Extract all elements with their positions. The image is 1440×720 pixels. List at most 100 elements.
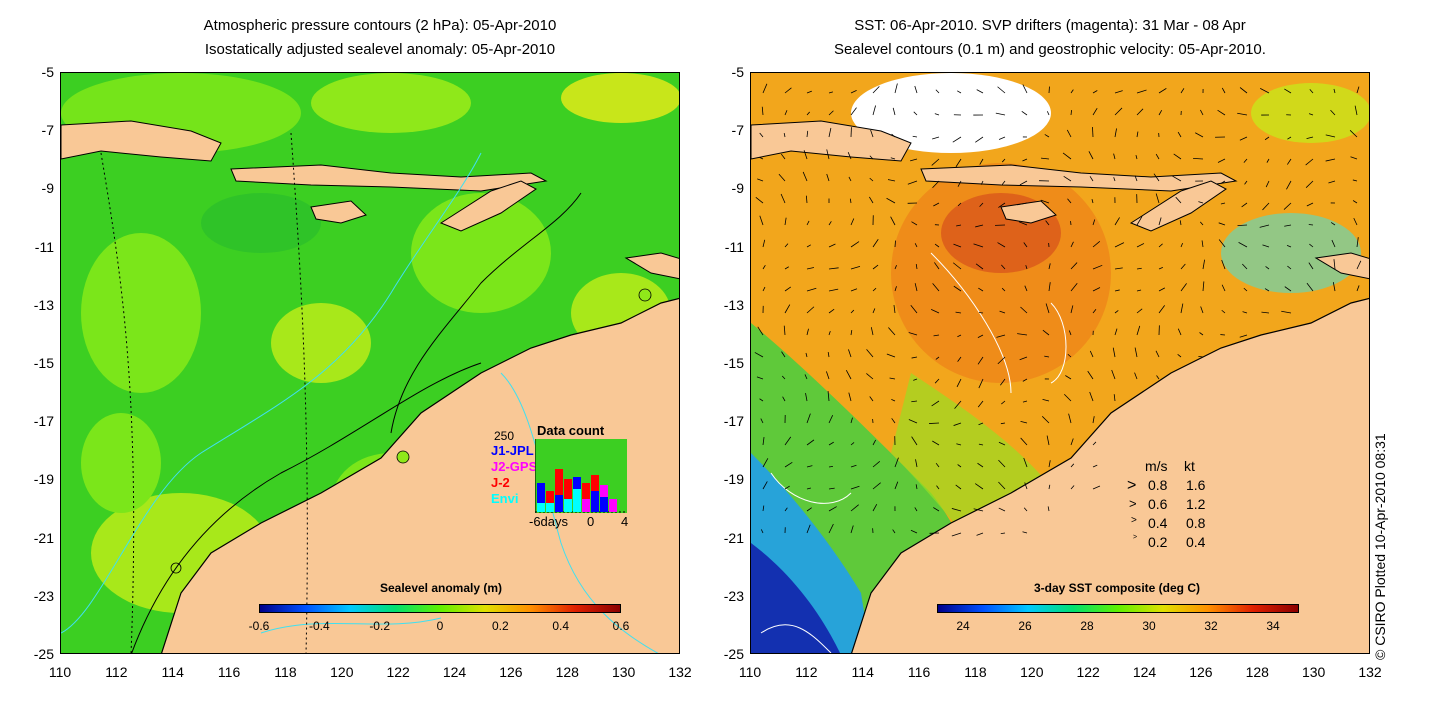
velocity-vector	[850, 330, 853, 336]
colorbar-tick-label: 28	[1080, 619, 1094, 633]
velocity-vector	[1220, 180, 1226, 184]
x-tick-label: 118	[964, 664, 987, 680]
velocity-vector	[1284, 224, 1292, 227]
velocity-legend-kt: 1.6	[1186, 477, 1206, 493]
velocity-vector	[828, 487, 835, 490]
velocity-vector	[1239, 136, 1248, 141]
x-tick-label: 114	[161, 664, 184, 680]
velocity-vector	[954, 400, 962, 409]
velocity-vector	[1237, 224, 1248, 226]
velocity-vector	[1068, 330, 1072, 336]
velocity-vector	[1218, 239, 1226, 248]
sst-colorbar	[937, 604, 1299, 613]
velocity-vector	[911, 436, 918, 446]
velocity-vector	[1048, 263, 1051, 270]
velocity-vector	[1200, 306, 1204, 314]
velocity-vector	[979, 158, 984, 165]
velocity-vector	[1046, 435, 1050, 446]
velocity-vector	[1064, 393, 1072, 402]
velocity-vector	[980, 180, 984, 185]
velocity-vector	[998, 202, 1006, 208]
velocity-vector	[828, 288, 839, 292]
velocity-vector	[850, 218, 855, 226]
velocity-legend-ms: 0.6	[1148, 496, 1168, 512]
velocity-vector	[1287, 136, 1292, 140]
velocity-vector	[911, 356, 918, 359]
velocity-vector	[783, 325, 786, 336]
velocity-vector	[976, 532, 984, 536]
velocity-vector	[1135, 155, 1138, 160]
velocity-vector	[1045, 220, 1050, 226]
velocity-vector	[1070, 262, 1078, 270]
velocity-vector	[1193, 157, 1204, 160]
velocity-vector	[996, 334, 1006, 338]
velocity-vector	[1070, 283, 1078, 292]
velocity-vector	[952, 136, 962, 143]
velocity-vector	[850, 485, 860, 490]
velocity-vector	[1042, 398, 1050, 402]
velocity-vector	[1199, 221, 1204, 226]
velocity-vector	[913, 378, 918, 381]
velocity-vector	[845, 370, 852, 380]
data-count-ymax: 250	[494, 429, 515, 443]
velocity-vector	[997, 242, 1006, 248]
velocity-vector	[1092, 485, 1101, 490]
data-count-legend-j2gps: J2-GPS	[491, 459, 538, 474]
velocity-vector	[872, 105, 876, 116]
y-tick-label: -11	[34, 238, 54, 255]
velocity-vector	[1325, 134, 1336, 138]
velocity-vector	[1238, 242, 1248, 248]
velocity-vector	[1262, 244, 1270, 248]
velocity-vector	[1221, 284, 1226, 292]
velocity-vector	[978, 422, 984, 426]
velocity-vector	[866, 349, 874, 358]
y-tick-label: -13	[33, 296, 54, 313]
y-tick-label: -19	[723, 471, 744, 488]
velocity-vector	[872, 482, 881, 490]
velocity-vector	[1158, 266, 1163, 270]
velocity-vector	[1022, 158, 1028, 162]
velocity-vector	[935, 89, 940, 94]
velocity-legend-arrow-icon: >	[1129, 496, 1137, 511]
velocity-vector	[1198, 356, 1204, 358]
velocity-vector	[975, 224, 984, 228]
velocity-vector	[1283, 202, 1292, 210]
velocity-vector	[1221, 259, 1226, 270]
velocity-vector	[957, 90, 962, 94]
velocity-vector	[806, 287, 817, 292]
velocity-vector	[1158, 287, 1166, 292]
velocity-vector	[759, 215, 764, 226]
velocity-vector	[957, 356, 962, 362]
velocity-vector	[1352, 179, 1358, 182]
velocity-vector	[1092, 219, 1096, 226]
velocity-vector	[1136, 267, 1142, 270]
velocity-vector	[1241, 202, 1248, 208]
velocity-vector	[1020, 306, 1028, 314]
sst-velocity-map[interactable]: m/s kt >0.8 1.6 >0.6 1.2 >0.4 0.8 >0.2 0.4 3-da…	[750, 72, 1370, 654]
velocity-vector	[1287, 265, 1292, 270]
velocity-vector	[760, 418, 764, 424]
velocity-vector	[1092, 464, 1098, 468]
velocity-vector	[1023, 507, 1028, 512]
velocity-vector	[1328, 180, 1336, 184]
velocity-vector	[1158, 217, 1162, 226]
velocity-vector	[1044, 134, 1050, 138]
velocity-vector	[955, 311, 962, 314]
velocity-vector	[930, 308, 940, 314]
velocity-vector	[1048, 282, 1051, 292]
velocity-vector	[805, 352, 808, 358]
velocity-vector	[756, 376, 764, 380]
sealevel-anomaly-map[interactable]: 250 Data count J1-JPL J2-GPS J-2 Envi -6…	[60, 72, 680, 654]
velocity-vector	[1177, 354, 1182, 358]
velocity-vector	[784, 243, 789, 248]
velocity-vector	[891, 399, 896, 402]
velocity-vector	[828, 330, 831, 336]
velocity-legend-ms: 0.4	[1148, 515, 1168, 531]
data-count-legend-j1jpl: J1-JPL	[491, 443, 534, 458]
velocity-vector	[828, 110, 834, 116]
x-tick-label: 120	[330, 664, 354, 680]
velocity-vector	[1155, 350, 1160, 358]
velocity-vector	[934, 243, 940, 248]
velocity-vector	[893, 304, 896, 314]
colorbar-tick-label: -0.6	[248, 619, 270, 633]
